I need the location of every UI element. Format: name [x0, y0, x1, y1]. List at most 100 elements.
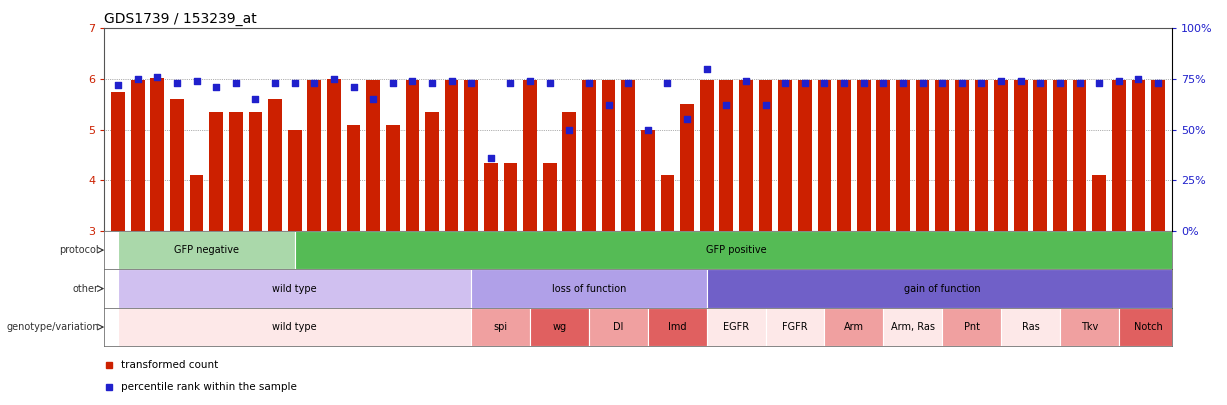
Bar [210, 112, 223, 231]
Point [560, 126, 579, 133]
Bar [883, 308, 942, 346]
Bar [1053, 81, 1066, 231]
Text: wild type: wild type [272, 322, 317, 332]
Point [756, 102, 775, 109]
Text: wg: wg [552, 322, 567, 332]
Bar [131, 81, 145, 231]
Bar [837, 81, 852, 231]
Text: Notch: Notch [1134, 322, 1163, 332]
Text: GFP negative: GFP negative [174, 245, 239, 255]
Point [540, 80, 560, 86]
Bar [425, 112, 439, 231]
Point [1129, 76, 1148, 82]
Point [461, 80, 481, 86]
Text: other: other [72, 284, 99, 294]
Bar [1014, 81, 1027, 231]
Bar [935, 81, 948, 231]
Bar [328, 79, 341, 231]
Bar [347, 125, 361, 231]
Text: loss of function: loss of function [552, 284, 626, 294]
Bar [601, 81, 616, 231]
Point [638, 126, 658, 133]
Point [874, 80, 893, 86]
Bar [856, 81, 871, 231]
Text: protocol: protocol [59, 245, 99, 255]
Text: spi: spi [493, 322, 508, 332]
Bar [471, 308, 530, 346]
Bar [1060, 308, 1119, 346]
Bar [955, 81, 968, 231]
Bar [648, 308, 707, 346]
Bar [118, 231, 294, 269]
Point [402, 78, 422, 84]
Bar [1092, 175, 1106, 231]
Bar [1033, 81, 1047, 231]
Point [913, 80, 933, 86]
Bar [719, 81, 734, 231]
Point [108, 82, 128, 88]
Text: transformed count: transformed count [121, 360, 218, 369]
Bar [707, 308, 766, 346]
Text: GFP positive: GFP positive [706, 245, 767, 255]
Point [717, 102, 736, 109]
Bar [1001, 308, 1060, 346]
Point [933, 80, 952, 86]
Point [1050, 80, 1070, 86]
Point [815, 80, 834, 86]
Bar [294, 231, 1178, 269]
Bar [699, 81, 714, 231]
Bar [562, 112, 577, 231]
Bar [680, 104, 694, 231]
Point [677, 116, 697, 123]
Point [1070, 80, 1090, 86]
Bar [523, 81, 537, 231]
Bar [778, 81, 793, 231]
Bar [190, 175, 204, 231]
Bar [112, 92, 125, 231]
Bar [876, 81, 891, 231]
Bar [582, 81, 596, 231]
Bar [118, 308, 471, 346]
Text: GDS1739 / 153239_at: GDS1739 / 153239_at [104, 12, 256, 26]
Text: genotype/variation: genotype/variation [6, 322, 99, 332]
Bar [308, 81, 321, 231]
Bar [530, 308, 589, 346]
Bar [229, 112, 243, 231]
Bar [471, 269, 707, 308]
Point [952, 80, 972, 86]
Bar [444, 81, 459, 231]
Text: Ras: Ras [1022, 322, 1039, 332]
Point [442, 78, 461, 84]
Point [599, 102, 618, 109]
Text: Tkv: Tkv [1081, 322, 1098, 332]
Bar [1131, 81, 1145, 231]
Point [1148, 80, 1168, 86]
Point [520, 78, 540, 84]
Bar [1072, 81, 1086, 231]
Text: Pnt: Pnt [963, 322, 979, 332]
Point [187, 78, 206, 84]
Point [167, 80, 187, 86]
Bar [660, 175, 675, 231]
Point [795, 80, 815, 86]
Point [893, 80, 913, 86]
Bar [1119, 308, 1178, 346]
Bar [994, 81, 1007, 231]
Point [324, 76, 344, 82]
Bar [151, 78, 164, 231]
Bar [817, 81, 832, 231]
Bar [483, 162, 498, 231]
Point [618, 80, 638, 86]
Point [383, 80, 402, 86]
Bar [974, 81, 988, 231]
Bar [288, 130, 302, 231]
Bar [915, 81, 929, 231]
Bar [896, 81, 909, 231]
Bar [640, 130, 655, 231]
Bar [766, 308, 825, 346]
Text: percentile rank within the sample: percentile rank within the sample [121, 382, 297, 392]
Bar [621, 81, 636, 231]
Text: Arm: Arm [844, 322, 864, 332]
Bar [1151, 81, 1164, 231]
Point [285, 80, 304, 86]
